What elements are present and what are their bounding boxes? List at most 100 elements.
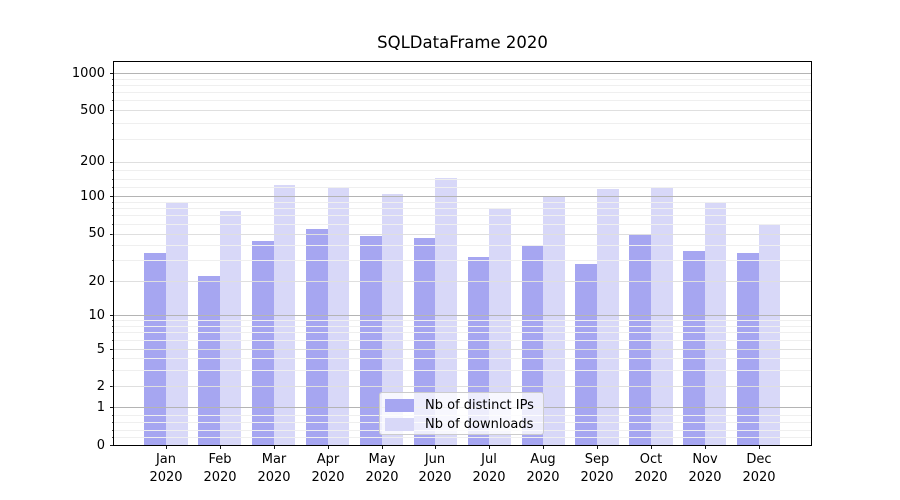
y-minor-tick-30 xyxy=(111,260,114,261)
bar-mar-distinct-ips xyxy=(252,241,274,445)
x-tick-feb xyxy=(220,445,221,449)
bar-oct-downloads xyxy=(650,187,673,445)
y-minor-tick-9 xyxy=(111,320,114,321)
y-tick-label-2: 2 xyxy=(96,379,105,394)
y-tick-label-5: 5 xyxy=(96,342,105,357)
x-tick-label-feb: Feb 2020 xyxy=(203,452,237,485)
plot-area xyxy=(113,61,812,446)
gridline-y-700 xyxy=(114,92,811,93)
x-tick-label-aug: Aug 2020 xyxy=(526,452,560,485)
bar-dec-downloads xyxy=(758,225,781,445)
x-tick-sep xyxy=(597,445,598,449)
gridline-y-900 xyxy=(114,79,811,80)
gridline-y-120 xyxy=(114,187,811,188)
y-minor-tick-70 xyxy=(111,215,114,216)
y-tick-10 xyxy=(109,315,114,316)
bar-nov-distinct-ips xyxy=(683,250,705,445)
y-minor-tick-900 xyxy=(111,79,114,80)
grid-layer xyxy=(114,62,811,445)
x-tick-label-mar: Mar 2020 xyxy=(257,452,291,485)
y-minor-tick-0.6 xyxy=(111,422,114,423)
bar-feb-distinct-ips xyxy=(198,276,220,445)
gridline-y-5 xyxy=(114,349,811,350)
gridline-y-8 xyxy=(114,326,811,327)
gridline-y-200 xyxy=(114,162,811,163)
y-minor-tick-170 xyxy=(111,170,114,171)
x-tick-jul xyxy=(489,445,490,449)
y-minor-tick-4 xyxy=(111,358,114,359)
y-minor-tick-5 xyxy=(111,349,114,350)
legend-swatch-downloads xyxy=(385,418,414,431)
y-minor-tick-200 xyxy=(111,162,114,163)
y-tick-1 xyxy=(109,407,114,408)
y-minor-tick-80 xyxy=(111,208,114,209)
gridline-y-90 xyxy=(114,202,811,203)
x-tick-jan xyxy=(166,445,167,449)
gridline-y-30 xyxy=(114,260,811,261)
x-tick-label-jan: Jan 2020 xyxy=(149,452,183,485)
bar-jun-downloads xyxy=(435,177,457,445)
gridline-y-20 xyxy=(114,281,811,282)
gridline-y-300 xyxy=(114,139,811,140)
gridline-y-1000 xyxy=(114,73,811,74)
gridline-y-6 xyxy=(114,340,811,341)
y-minor-tick-700 xyxy=(111,92,114,93)
legend-row-distinct-ips: Nb of distinct IPs xyxy=(380,396,543,415)
x-tick-label-sep: Sep 2020 xyxy=(580,452,614,485)
gridline-y-0.2 xyxy=(114,437,811,438)
x-tick-dec xyxy=(759,445,760,449)
bar-nov-downloads xyxy=(704,201,727,445)
y-tick-label-200: 200 xyxy=(80,154,105,169)
gridline-y-7 xyxy=(114,332,811,333)
y-tick-label-1000: 1000 xyxy=(71,66,105,81)
y-minor-tick-50 xyxy=(111,234,114,235)
y-minor-tick-60 xyxy=(111,224,114,225)
y-tick-100 xyxy=(109,196,114,197)
x-tick-may xyxy=(382,445,383,449)
gridline-y-400 xyxy=(114,123,811,124)
x-tick-label-jun: Jun 2020 xyxy=(418,452,452,485)
x-tick-mar xyxy=(274,445,275,449)
x-tick-apr xyxy=(328,445,329,449)
gridline-y-60 xyxy=(114,224,811,225)
x-tick-oct xyxy=(651,445,652,449)
y-minor-tick-20 xyxy=(111,281,114,282)
x-tick-aug xyxy=(543,445,544,449)
y-minor-tick-400 xyxy=(111,123,114,124)
gridline-y-140 xyxy=(114,179,811,180)
y-tick-label-50: 50 xyxy=(88,226,105,241)
gridline-y-800 xyxy=(114,85,811,86)
gridline-y-40 xyxy=(114,245,811,246)
y-minor-tick-0.2 xyxy=(111,437,114,438)
bar-sep-downloads xyxy=(597,189,619,445)
y-tick-label-10: 10 xyxy=(88,308,105,323)
gridline-y-3 xyxy=(114,370,811,371)
gridline-y-9 xyxy=(114,320,811,321)
gridline-y-50 xyxy=(114,234,811,235)
y-minor-tick-7 xyxy=(111,332,114,333)
y-minor-tick-600 xyxy=(111,100,114,101)
bar-apr-distinct-ips xyxy=(306,229,328,445)
y-tick-1000 xyxy=(109,73,114,74)
gridline-y-4 xyxy=(114,358,811,359)
y-tick-0 xyxy=(109,445,114,446)
y-minor-tick-140 xyxy=(111,179,114,180)
x-tick-jun xyxy=(435,445,436,449)
y-tick-label-20: 20 xyxy=(88,274,105,289)
y-tick-label-100: 100 xyxy=(80,189,105,204)
y-minor-tick-8 xyxy=(111,326,114,327)
y-minor-tick-6 xyxy=(111,340,114,341)
y-tick-label-1: 1 xyxy=(96,400,105,415)
y-minor-tick-2 xyxy=(111,386,114,387)
gridline-y-2 xyxy=(114,386,811,387)
y-minor-tick-500 xyxy=(111,110,114,111)
gridline-y-500 xyxy=(114,110,811,111)
chart-title: SQLDataFrame 2020 xyxy=(377,33,548,52)
y-tick-label-0: 0 xyxy=(96,438,105,453)
bar-oct-distinct-ips xyxy=(629,233,651,445)
x-tick-label-oct: Oct 2020 xyxy=(634,452,668,485)
x-tick-label-apr: Apr 2020 xyxy=(311,452,345,485)
gridline-y-100 xyxy=(114,196,811,197)
y-minor-tick-90 xyxy=(111,202,114,203)
